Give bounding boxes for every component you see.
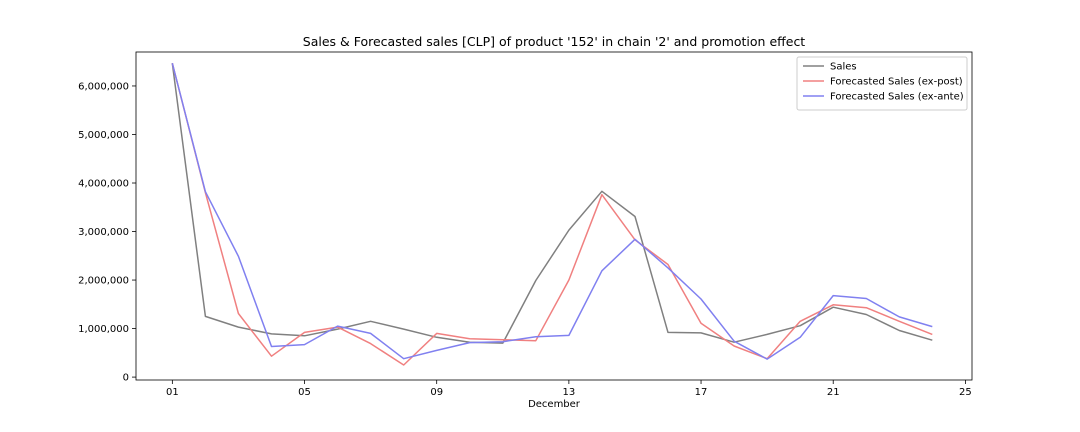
series-layer (171, 63, 933, 366)
series-line-3 (171, 63, 933, 360)
y-tick-label: 3,000,000 (78, 227, 129, 238)
x-tick-label: 13 (563, 387, 576, 398)
legend-label-1: Sales (830, 62, 857, 73)
plot-frame (135, 51, 973, 381)
x-tick-label: 09 (430, 387, 443, 398)
legend-box (796, 56, 968, 111)
x-tick-label: 01 (166, 387, 179, 398)
legend-label-3: Forecasted Sales (ex-ante) (830, 92, 964, 103)
chart-title: Sales & Forecasted sales [CLP] of produc… (303, 34, 806, 49)
series-line-2 (171, 63, 933, 366)
x-tick-label: 05 (298, 387, 311, 398)
x-tick-label: 21 (827, 387, 840, 398)
y-tick-label: 0 (123, 373, 129, 384)
legend: Sales Forecasted Sales (ex-post) Forecaste… (796, 56, 968, 111)
y-tick-label: 1,000,000 (78, 324, 129, 335)
y-tick-label: 4,000,000 (78, 179, 129, 190)
x-axis-label: December (528, 399, 581, 410)
legend-label-2: Forecasted Sales (ex-post) (830, 77, 963, 88)
axes-layer: 01 05 09 13 17 21 25 0 1,000,000 2,000,000 3,000,0… (78, 81, 972, 398)
y-tick-label: 2,000,000 (78, 276, 129, 287)
y-tick-label: 6,000,000 (78, 81, 129, 92)
x-tick-label: 17 (695, 387, 708, 398)
y-tick-label: 5,000,000 (78, 130, 129, 141)
x-tick-label: 25 (959, 387, 972, 398)
